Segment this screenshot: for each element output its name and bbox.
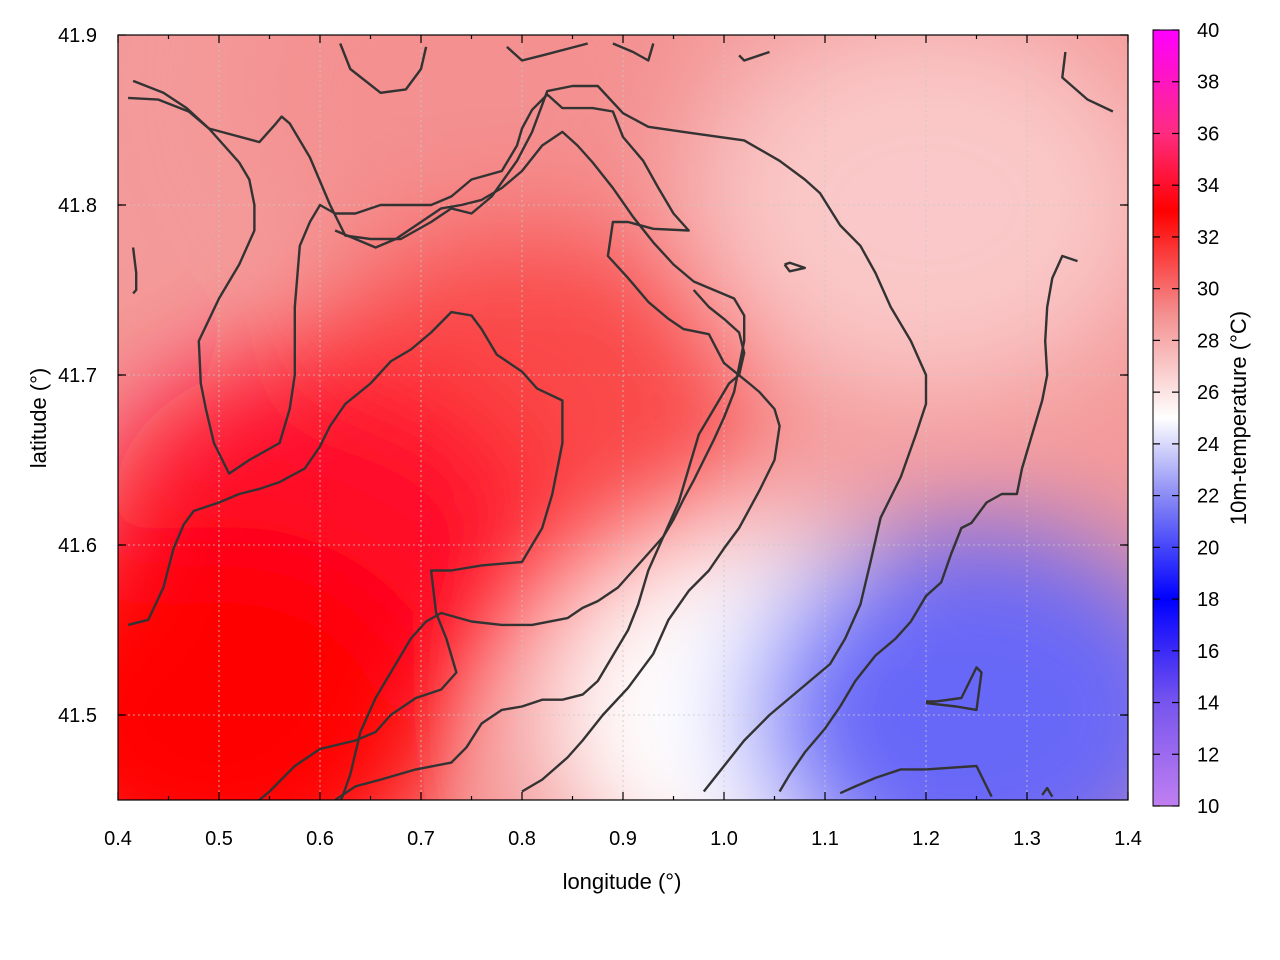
x-axis-label: longitude (°) [563,869,682,894]
contour-line-3 [334,130,746,800]
contour-line-2 [127,310,564,800]
x-tick-label: 1.4 [1114,828,1142,850]
x-tick-label: 0.7 [407,828,435,850]
contour-line-14 [131,247,138,295]
colorbar-label: 10m-temperature (°C) [1226,311,1251,525]
colorbar-tick-label: 12 [1197,744,1219,766]
contour-line-8 [778,254,1078,793]
y-tick-label: 41.5 [58,705,97,727]
x-tick-label: 1.3 [1013,828,1041,850]
x-tick-label: 1.2 [912,828,940,850]
colorbar-tick-label: 30 [1197,279,1219,301]
contour-lines [127,42,1114,800]
y-tick-label: 41.6 [58,535,97,557]
x-tick-label: 0.5 [205,828,233,850]
colorbar-tick-label: 40 [1197,20,1219,42]
colorbar-tick-label: 18 [1197,589,1219,611]
colorbar-tick-label: 28 [1197,330,1219,352]
colorbar [1152,29,1180,807]
colorbar-tick-label: 20 [1197,537,1219,559]
x-tick-label: 1.0 [710,828,738,850]
heatmap-region-6 [746,525,1128,800]
x-tick-label: 0.9 [609,828,637,850]
contour-line-1 [128,93,781,793]
colorbar-tick-label: 10 [1197,796,1219,818]
x-tick-label: 1.1 [811,828,839,850]
contour-line-10 [339,43,428,94]
heatmap-region-0 [696,35,1128,395]
contour-line-6 [925,666,983,712]
heatmap-field [118,35,1128,800]
contour-line-15 [1041,786,1054,798]
contour-line-11 [506,42,589,62]
contour-line-5 [783,261,806,273]
contour-line-12 [612,42,655,62]
colorbar-tick-label: 26 [1197,382,1219,404]
colorbar-tick-label: 24 [1197,434,1219,456]
y-tick-label: 41.8 [58,195,97,217]
x-tick-label: 0.6 [306,828,334,850]
contour-line-0 [132,79,928,793]
heatmap-region-4 [118,525,449,800]
contour-line-4 [334,289,746,800]
x-axis: 0.4 0.5 0.6 0.7 0.8 0.9 1.0 1.1 1.2 1.3 1.4 [104,35,1142,850]
contour-line-7 [839,764,993,798]
heatmap-region-1 [241,35,702,276]
colorbar-tick-label: 36 [1197,123,1219,145]
colorbar-ticks: 10 12 14 16 18 20 22 24 26 28 30 32 34 36 38 40 [1153,20,1219,818]
x-tick-label: 0.8 [508,828,536,850]
y-axis: 41.5 41.6 41.7 41.8 41.9 [58,25,1128,727]
y-tick-label: 41.7 [58,365,97,387]
colorbar-tick-label: 38 [1197,72,1219,94]
heatmap-area [118,35,1128,800]
contour-line-9 [1061,51,1114,113]
colorbar-tick-label: 14 [1197,693,1219,715]
colorbar-tick-label: 32 [1197,227,1219,249]
colorbar-tick-label: 16 [1197,641,1219,663]
colorbar-tick-label: 22 [1197,486,1219,508]
y-tick-label: 41.9 [58,25,97,47]
y-axis-label: latitude (°) [26,368,51,469]
colorbar-tick-label: 34 [1197,175,1219,197]
x-tick-label: 0.4 [104,828,132,850]
grid [118,35,1128,800]
contour-line-13 [738,50,770,62]
